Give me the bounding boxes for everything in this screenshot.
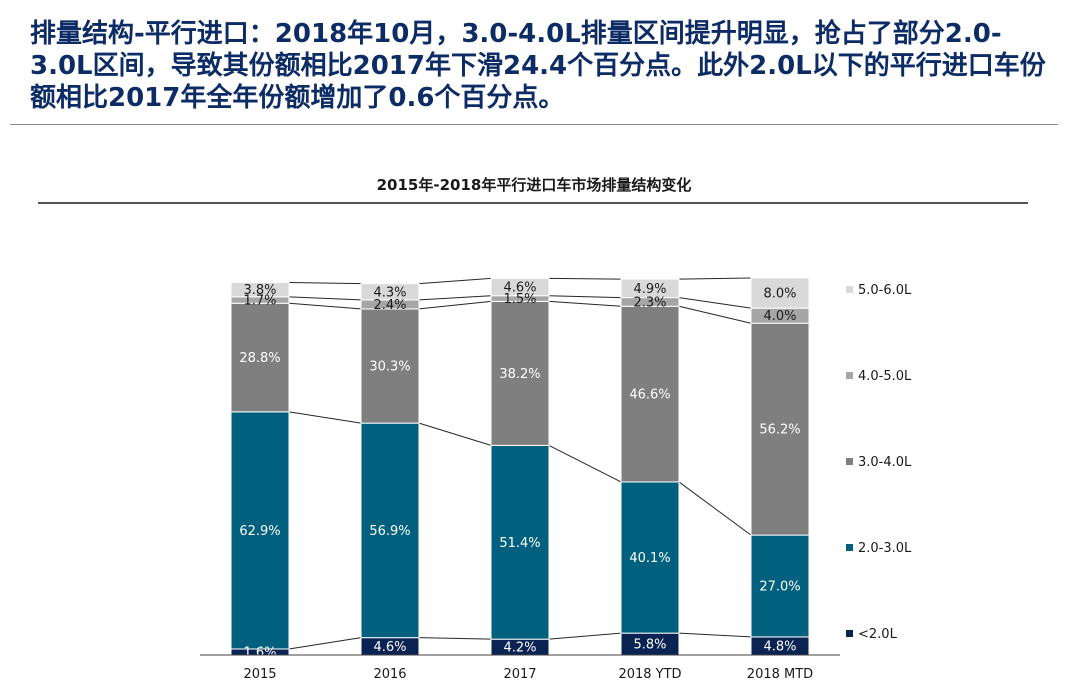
- legend-label: 2.0-3.0L: [858, 541, 912, 556]
- bar-segment: [490, 444, 550, 640]
- data-label: 1.5%: [503, 292, 536, 307]
- legend-swatch: [846, 286, 853, 293]
- data-label: 4.2%: [503, 641, 536, 656]
- data-label-group: 1.6% 62.9% 28.8% 1.7%3.8% 4.6% 56.9% 30.3% 2.4%…: [239, 281, 800, 661]
- data-label: 4.6%: [373, 640, 406, 655]
- connector-line: [678, 305, 752, 324]
- x-tick-label: 2017: [503, 667, 536, 682]
- bar-segment: [360, 422, 420, 639]
- data-label: 1.7%: [243, 294, 276, 309]
- connector-line: [418, 277, 492, 285]
- connector-line: [288, 411, 362, 424]
- connector-line: [418, 422, 492, 446]
- bar-segment: [490, 300, 550, 446]
- legend-label: 4.0-5.0L: [858, 369, 912, 384]
- bar-segment: [620, 305, 680, 483]
- data-label: 8.0%: [763, 287, 796, 302]
- connector-line: [288, 296, 362, 301]
- bar-segment: [750, 534, 810, 638]
- x-tick-label: 2018 MTD: [747, 667, 813, 682]
- bar-segment: [230, 411, 290, 650]
- connector-line: [548, 444, 622, 483]
- legend: 5.0-6.0L 4.0-5.0L 3.0-4.0L 2.0-3.0L <2.0L: [846, 283, 912, 642]
- connector-line: [678, 481, 752, 536]
- data-label: 40.1%: [629, 551, 670, 566]
- bar-group: [230, 277, 810, 656]
- connector-line: [678, 297, 752, 309]
- connector-line: [548, 632, 622, 640]
- connector-line: [548, 277, 622, 280]
- connector-line: [678, 277, 752, 280]
- data-label: 4.0%: [763, 309, 796, 324]
- legend-swatch: [846, 630, 853, 637]
- legend-label: 3.0-4.0L: [858, 455, 912, 470]
- data-label: 4.3%: [373, 285, 406, 300]
- connector-line: [418, 300, 492, 310]
- data-label: 5.8%: [633, 638, 666, 653]
- data-label: 46.6%: [629, 388, 670, 403]
- data-label: 4.9%: [633, 282, 666, 297]
- page-headline: 排量结构-平行进口：2018年10月，3.0-4.0L排量区间提升明显，抢占了部…: [30, 19, 1046, 113]
- x-tick-label: 2016: [373, 667, 406, 682]
- connector-line: [418, 637, 492, 640]
- bar-segment: [360, 308, 420, 424]
- data-label: 3.8%: [243, 283, 276, 298]
- data-label: 56.9%: [369, 524, 410, 539]
- bar-segment: [620, 278, 680, 299]
- connector-line: [288, 637, 362, 650]
- data-label: 2.3%: [633, 295, 666, 310]
- connector-line: [678, 632, 752, 638]
- bar-segment: [750, 322, 810, 536]
- x-tick-label: 2018 YTD: [618, 667, 681, 682]
- connector-line: [548, 300, 622, 307]
- data-label: 38.2%: [499, 367, 540, 382]
- data-label: 4.8%: [763, 639, 796, 654]
- bar-segment: [620, 481, 680, 634]
- x-axis: 2015 2016 2017 2018 YTD 2018 MTD: [200, 654, 840, 682]
- bar-segment: [750, 277, 810, 309]
- chart-title: 2015年-2018年平行进口车市场排量结构变化: [377, 176, 692, 194]
- connector-line: [418, 295, 492, 301]
- data-label: 1.6%: [243, 645, 276, 660]
- legend-label: 5.0-6.0L: [858, 283, 912, 298]
- legend-label: <2.0L: [858, 627, 898, 642]
- data-label: 56.2%: [759, 423, 800, 438]
- legend-swatch: [846, 372, 853, 379]
- data-label: 30.3%: [369, 360, 410, 375]
- bar-segment: [230, 302, 290, 413]
- data-label: 62.9%: [239, 524, 280, 539]
- legend-swatch: [846, 458, 853, 465]
- legend-swatch: [846, 544, 853, 551]
- connector-line: [288, 282, 362, 285]
- data-label: 4.6%: [503, 281, 536, 296]
- data-label: 27.0%: [759, 580, 800, 595]
- connector-line: [288, 302, 362, 310]
- headline-divider: [10, 124, 1058, 125]
- bar-segment: [490, 277, 550, 297]
- data-label: 2.4%: [373, 298, 406, 313]
- data-label: 51.4%: [499, 536, 540, 551]
- x-tick-label: 2015: [243, 667, 276, 682]
- connector-line: [548, 295, 622, 299]
- bar-segment: [360, 283, 420, 301]
- connector-lines: [288, 277, 752, 650]
- bar-segment: [230, 282, 290, 298]
- data-label: 28.8%: [239, 351, 280, 366]
